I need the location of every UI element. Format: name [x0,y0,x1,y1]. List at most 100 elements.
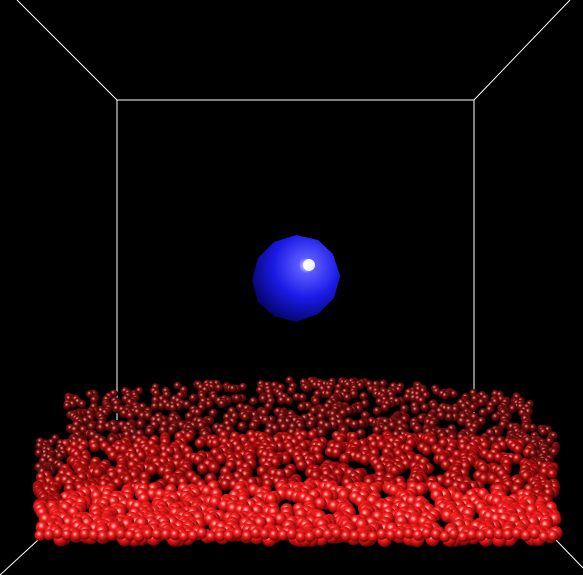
red-particle [217,399,227,409]
red-particle [412,424,423,435]
red-particle [249,396,258,406]
red-particle [339,453,351,465]
red-particle [429,401,439,411]
red-particle [439,531,451,543]
red-particle [52,527,64,539]
red-particle [86,421,97,432]
red-particle [214,530,226,542]
red-particle [367,531,379,543]
red-particle [70,530,82,542]
red-particle [96,423,106,433]
red-particle [34,448,44,458]
red-particle [359,454,371,466]
red-particle [223,530,235,542]
red-particle [349,389,359,399]
red-particle [90,395,99,404]
red-particle [358,531,370,543]
red-particle [420,403,430,413]
blue-sphere [252,235,340,322]
red-particle [394,528,406,540]
red-particle [228,384,237,393]
red-particle [297,402,307,412]
red-particle [196,527,208,539]
red-particle [193,408,203,418]
red-particle [197,463,209,475]
red-particle [208,462,220,474]
red-particle [264,402,274,411]
red-particle [124,529,136,541]
red-particle [208,408,218,418]
red-particle [302,384,311,393]
red-particle [547,530,559,542]
red-particle [152,389,161,398]
red-particle [250,527,262,539]
red-particle [88,529,100,541]
red-particle [85,390,94,399]
red-particle [360,410,371,421]
red-particle [451,405,460,415]
red-particle [55,451,65,461]
red-particle [316,412,326,422]
red-particle [313,527,325,539]
red-particle [304,531,316,543]
red-particle [277,529,289,541]
red-particle [296,459,308,472]
red-particle [412,529,424,541]
red-particle [43,529,55,541]
red-particle [457,416,467,426]
red-particle [466,529,478,541]
red-particle [279,422,289,433]
red-particle [241,530,253,542]
red-particle [232,394,242,403]
red-particle [63,401,72,411]
red-particle [61,529,73,541]
red-particle [125,411,135,421]
red-particle [470,394,480,404]
box-edge-diag-top-left [16,0,118,101]
red-particle [513,444,524,455]
red-particle [403,527,415,539]
red-particle [298,393,307,403]
red-particle [313,497,327,511]
sphere-specular-highlight [303,259,315,271]
red-particle [168,403,178,413]
red-particle [438,438,449,449]
red-particle [295,531,307,543]
red-particle [340,530,352,542]
box-edge-diag-top-right [473,0,571,101]
red-particle [89,442,100,453]
red-particle [167,425,177,435]
red-particle [372,406,382,416]
red-particle [475,529,487,541]
red-particle [430,528,442,540]
red-particle [529,528,541,540]
red-particle [493,528,505,540]
red-particle [259,528,271,540]
red-particle [545,437,554,446]
red-particle [178,530,190,542]
red-particle [34,530,46,542]
red-particle [457,531,469,543]
red-particle [280,453,292,465]
red-particle [173,381,182,390]
red-particle [78,400,87,409]
red-particle [135,419,146,430]
red-particle [268,529,280,541]
red-particle [232,527,244,539]
red-particle [436,411,446,421]
red-particle [150,402,160,411]
red-particle [520,530,532,542]
red-particle [97,530,109,542]
red-particle [477,398,486,407]
red-particle [184,411,195,422]
red-particle [508,404,517,414]
red-particle [277,396,286,405]
red-particle [331,447,342,459]
red-particle [449,390,458,399]
red-particle [491,412,501,422]
red-particle [240,412,251,423]
red-particle [372,425,383,436]
red-particle [144,426,155,437]
